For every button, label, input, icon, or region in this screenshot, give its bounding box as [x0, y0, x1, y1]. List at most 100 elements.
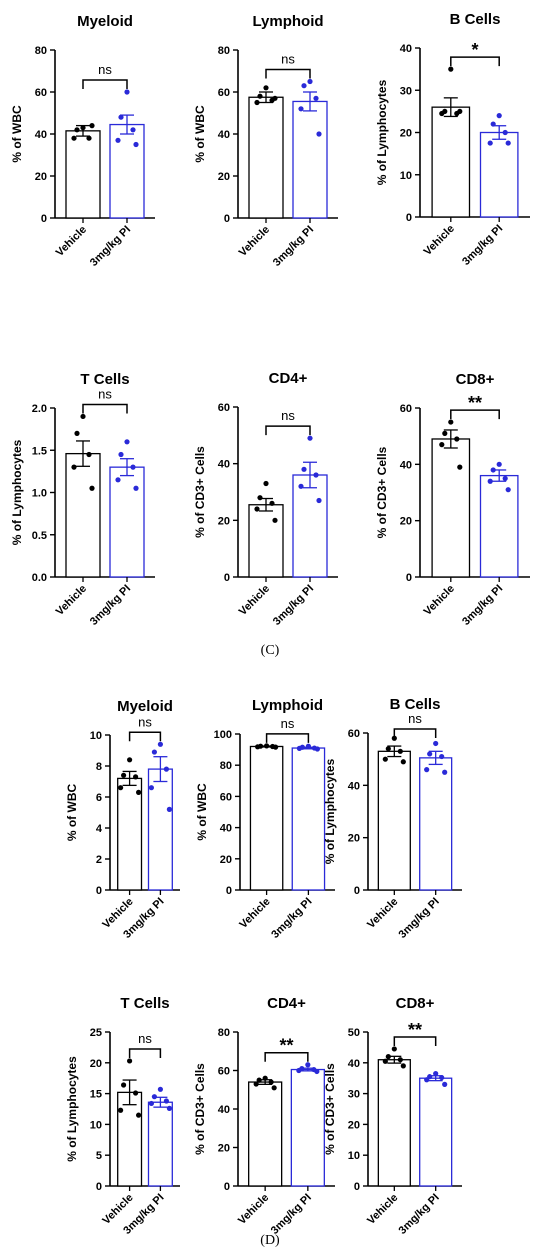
- data-point: [166, 806, 172, 813]
- data-point: [74, 430, 80, 436]
- significance-bracket: [82, 79, 128, 89]
- y-tick-label: 60: [218, 1066, 230, 1078]
- category-label: Vehicle: [237, 224, 272, 259]
- category-label: 3mg/kg PI: [460, 223, 505, 268]
- y-tick-label: 40: [35, 129, 47, 141]
- bar-vehicle: [248, 504, 284, 578]
- data-point: [502, 475, 508, 482]
- significance-label: ns: [281, 716, 295, 731]
- y-tick-label: 0: [354, 1181, 360, 1193]
- panel-label-c: (C): [261, 643, 280, 658]
- y-tick-label: 20: [400, 516, 412, 528]
- chart-title: CD4+: [269, 370, 308, 387]
- data-point: [127, 757, 133, 763]
- bar-vehicle: [431, 438, 471, 578]
- y-tick-label: 20: [348, 833, 360, 845]
- data-point: [382, 1058, 388, 1064]
- y-tick-label: 0: [41, 213, 47, 225]
- y-tick-label: 20: [400, 128, 412, 140]
- category-label: 3mg/kg PI: [397, 1192, 442, 1237]
- chart-title: B Cells: [450, 11, 501, 28]
- y-tick-label: 60: [348, 728, 360, 740]
- data-point: [130, 464, 136, 470]
- data-point: [157, 741, 163, 747]
- data-point: [257, 495, 263, 501]
- data-point: [133, 1090, 139, 1096]
- data-point: [118, 451, 124, 458]
- data-point: [255, 744, 261, 750]
- data-point: [496, 461, 502, 467]
- significance-bracket: [450, 409, 500, 420]
- category-label: 3mg/kg PI: [269, 1192, 314, 1237]
- data-point: [442, 769, 448, 775]
- y-axis-label: % of CD3+ Cells: [323, 1063, 337, 1155]
- data-point: [118, 1107, 124, 1113]
- category-label: Vehicle: [365, 1192, 400, 1227]
- data-point: [80, 125, 86, 131]
- data-point: [133, 141, 139, 148]
- bar-vehicle: [65, 452, 101, 578]
- data-point: [391, 1046, 397, 1052]
- y-tick-label: 4: [96, 823, 103, 835]
- category-label: Vehicle: [237, 583, 272, 618]
- data-point: [124, 89, 130, 95]
- y-tick-label: 0: [224, 572, 230, 584]
- data-point: [505, 487, 511, 493]
- y-tick-label: 40: [220, 823, 232, 835]
- category-label: 3mg/kg PI: [271, 583, 316, 628]
- y-tick-label: 30: [400, 85, 412, 97]
- data-point: [424, 1077, 430, 1083]
- bar-treated: [479, 131, 519, 218]
- data-point: [118, 114, 124, 120]
- bar-treated: [109, 466, 145, 578]
- data-point: [439, 753, 445, 760]
- data-point: [71, 135, 77, 141]
- data-point: [298, 483, 304, 489]
- bar-vehicle: [117, 777, 143, 891]
- y-tick-label: 25: [90, 1027, 102, 1039]
- data-point: [427, 751, 433, 757]
- data-point: [86, 451, 92, 458]
- data-point: [272, 95, 278, 101]
- y-tick-label: 20: [348, 1119, 360, 1131]
- data-point: [487, 140, 493, 146]
- data-point: [502, 129, 508, 136]
- significance-bracket: [265, 733, 310, 743]
- y-tick-label: 8: [96, 761, 102, 773]
- y-tick-label: 40: [348, 1058, 360, 1070]
- y-tick-label: 0: [226, 885, 232, 897]
- data-point: [257, 93, 263, 99]
- significance-bracket: [264, 1051, 309, 1062]
- y-tick-label: 60: [35, 87, 47, 99]
- y-tick-label: 80: [220, 760, 232, 772]
- bar-treated: [292, 100, 328, 219]
- data-point: [448, 419, 454, 425]
- data-point: [439, 442, 445, 448]
- y-axis-label: % of WBC: [10, 105, 24, 163]
- bar-vehicle: [65, 130, 101, 219]
- bar-vehicle: [117, 1091, 143, 1187]
- bar-treated: [419, 1077, 453, 1187]
- data-point: [263, 85, 269, 91]
- data-point: [454, 436, 460, 442]
- bar-treated: [291, 747, 326, 891]
- data-point: [442, 430, 448, 436]
- data-point: [124, 439, 130, 445]
- data-point: [298, 106, 304, 112]
- y-axis-label: % of WBC: [193, 105, 207, 163]
- data-point: [424, 767, 430, 773]
- y-tick-label: 20: [218, 515, 230, 527]
- y-axis-label: % of CD3+ Cells: [193, 446, 207, 538]
- y-tick-label: 40: [400, 459, 412, 471]
- bar-treated: [419, 757, 453, 891]
- category-label: 3mg/kg PI: [269, 896, 314, 941]
- data-point: [316, 131, 322, 137]
- data-point: [271, 1085, 277, 1091]
- chart-title: T Cells: [120, 995, 169, 1012]
- y-tick-label: 60: [218, 402, 230, 414]
- data-point: [400, 1063, 406, 1069]
- bar-treated: [109, 123, 145, 219]
- y-tick-label: 50: [348, 1027, 360, 1039]
- chart-title: Lymphoid: [252, 697, 323, 714]
